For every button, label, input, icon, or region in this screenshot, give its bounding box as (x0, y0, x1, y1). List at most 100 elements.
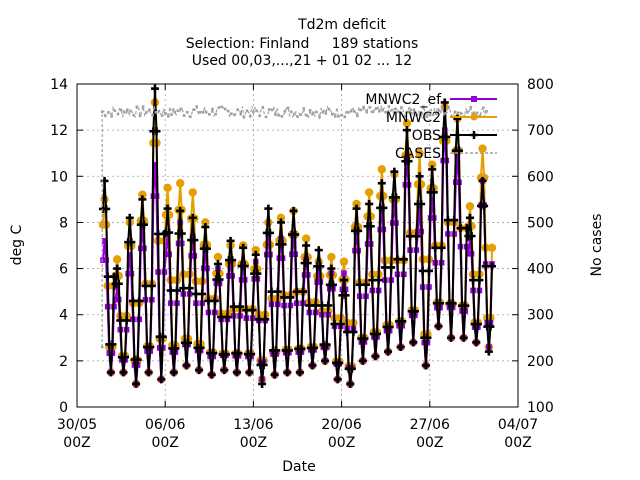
data-point-cases (453, 110, 457, 114)
y-tick-label: 6 (59, 262, 68, 278)
data-point-cases (274, 113, 277, 116)
data-point-mnwc2_ef (341, 270, 347, 276)
data-point-mnwc2 (327, 252, 336, 262)
chart-subtitle-selection: Selection: Finland 189 stations (186, 36, 419, 52)
data-point-obs (184, 338, 193, 347)
data-point-cases (365, 110, 369, 114)
data-point-cases (460, 112, 463, 115)
x-tick-label-time: 00Z (240, 435, 267, 451)
data-point-cases (100, 345, 104, 349)
data-point-obs (177, 229, 186, 238)
data-point-cases (390, 108, 394, 112)
data-point-obs (258, 379, 267, 388)
data-point-cases (230, 112, 233, 115)
data-point-obs (150, 84, 159, 93)
data-point-obs (377, 179, 386, 188)
data-point-obs (398, 317, 407, 326)
data-point-obs (379, 203, 388, 212)
data-point-obs (459, 333, 468, 342)
data-point-obs (108, 340, 117, 349)
data-point-obs (371, 352, 380, 361)
data-point-cases (482, 106, 485, 110)
y2-tick-label: 700 (527, 123, 554, 139)
data-point-obs (210, 296, 219, 305)
data-point-cases (456, 111, 460, 115)
data-point-obs (341, 291, 350, 300)
data-point-cases (226, 109, 230, 113)
data-point-mnwc2_ef (152, 161, 158, 168)
data-point-obs (385, 322, 394, 331)
data-point-obs (228, 256, 237, 265)
data-point-cases (334, 115, 337, 118)
data-point-obs (442, 132, 451, 141)
x-tick-label: 04/07 (498, 417, 538, 433)
data-point-obs (354, 226, 363, 235)
data-point-obs (475, 276, 484, 285)
data-point-obs (299, 287, 308, 296)
y-tick-label: 4 (59, 308, 68, 324)
data-point-cases (409, 108, 413, 112)
plot-frame (76, 83, 519, 408)
data-point-obs (465, 213, 474, 222)
y-tick-label: 12 (50, 123, 68, 139)
y2-tick-label: 500 (527, 215, 554, 231)
x-tick-label-time: 00Z (416, 435, 443, 451)
data-point-obs (436, 299, 445, 308)
data-point-obs (321, 356, 330, 365)
data-point-obs (437, 243, 446, 252)
data-point-obs (270, 370, 279, 379)
data-point-obs (196, 343, 205, 352)
data-point-obs (384, 347, 393, 356)
data-point-cases (163, 112, 167, 115)
data-point-obs (366, 222, 375, 231)
data-point-obs (352, 204, 361, 213)
legend-label-obs: OBS (412, 128, 441, 144)
data-point-mnwc2 (175, 179, 185, 188)
data-point-obs (215, 275, 224, 284)
data-point-obs (461, 301, 470, 310)
data-point-cases (176, 109, 180, 112)
data-point-obs (336, 319, 345, 328)
data-point-obs (127, 238, 136, 247)
data-point-obs (454, 146, 463, 155)
data-point-cases (239, 112, 243, 116)
data-point-cases (113, 109, 117, 112)
data-point-cases (368, 106, 372, 109)
x-tick-label: 06/06 (145, 417, 185, 433)
data-point-cases (485, 109, 488, 113)
data-point-obs (374, 276, 383, 285)
data-point-obs (176, 206, 185, 215)
data-point-obs (349, 328, 358, 337)
data-point-obs (402, 126, 411, 135)
data-point-cases (403, 115, 406, 118)
data-point-obs (358, 356, 367, 365)
data-point-cases (258, 114, 261, 118)
data-point-cases (400, 106, 403, 109)
data-point-obs (245, 368, 254, 377)
data-point-cases (204, 110, 208, 114)
x-tick-label: 27/06 (410, 417, 450, 433)
data-point-cases (397, 110, 400, 113)
data-point-obs (207, 370, 216, 379)
data-point-cases (406, 110, 410, 114)
data-point-cases (387, 105, 391, 108)
data-point-obs (346, 379, 355, 388)
data-point-cases (318, 115, 321, 119)
data-point-cases (444, 112, 447, 115)
data-point-cases (428, 113, 432, 117)
data-point-obs (265, 228, 274, 237)
data-point-obs (139, 220, 148, 229)
legend-label-mnwc2: MNWC2 (386, 110, 441, 126)
data-point-cases (223, 107, 227, 111)
data-point-obs (106, 368, 115, 377)
data-point-cases (141, 105, 145, 108)
chart-subtitle-used: Used 00,03,...,21 + 01 02 ... 12 (192, 53, 412, 69)
data-point-cases (302, 107, 306, 110)
data-point-mnwc2 (188, 188, 197, 197)
data-point-obs (428, 165, 437, 174)
data-point-obs (133, 355, 142, 364)
data-point-obs (278, 240, 287, 249)
data-point-obs (486, 322, 495, 331)
x-tick-label-time: 00Z (63, 435, 90, 451)
x-tick-label-time: 00Z (151, 435, 178, 451)
